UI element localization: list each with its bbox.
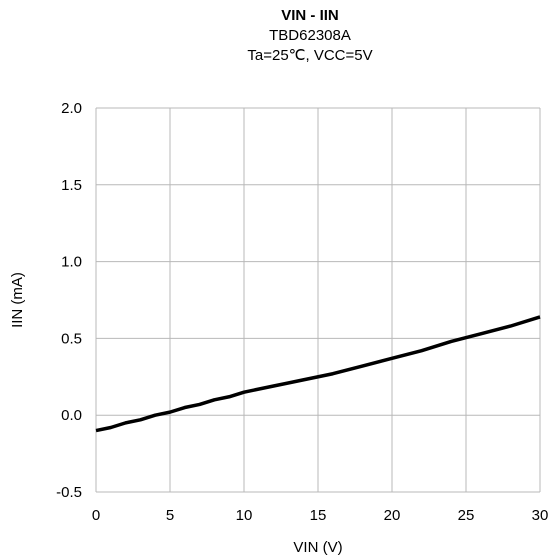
y-tick-label: 0.5 [61,330,82,347]
y-tick-label: 0.0 [61,407,82,424]
x-tick-labels: 0 5 10 15 20 25 30 [92,507,549,524]
grid-lines [95,107,541,493]
chart-title-block: VIN - IIN TBD62308A Ta=25℃, VCC=5V [0,6,555,66]
y-tick-label: -0.5 [56,484,82,501]
y-tick-labels: 2.0 1.5 1.0 0.5 0.0 -0.5 [56,100,82,501]
y-axis-label: IIN (mA) [9,272,26,328]
x-tick-label: 25 [458,507,475,524]
x-axis-label: VIN (V) [293,539,342,556]
x-tick-label: 20 [384,507,401,524]
x-tick-label: 0 [92,507,100,524]
y-tick-label: 1.5 [61,177,82,194]
x-tick-label: 30 [532,507,549,524]
x-tick-label: 10 [236,507,253,524]
y-tick-label: 1.0 [61,254,82,271]
chart-subtitle: TBD62308A [269,27,351,44]
series-line [95,315,541,433]
x-tick-label: 15 [310,507,327,524]
y-tick-label: 2.0 [61,100,82,117]
chart-title: VIN - IIN [281,7,339,24]
chart-conditions: Ta=25℃, VCC=5V [247,47,373,64]
x-tick-label: 5 [166,507,174,524]
series-group [95,315,541,433]
